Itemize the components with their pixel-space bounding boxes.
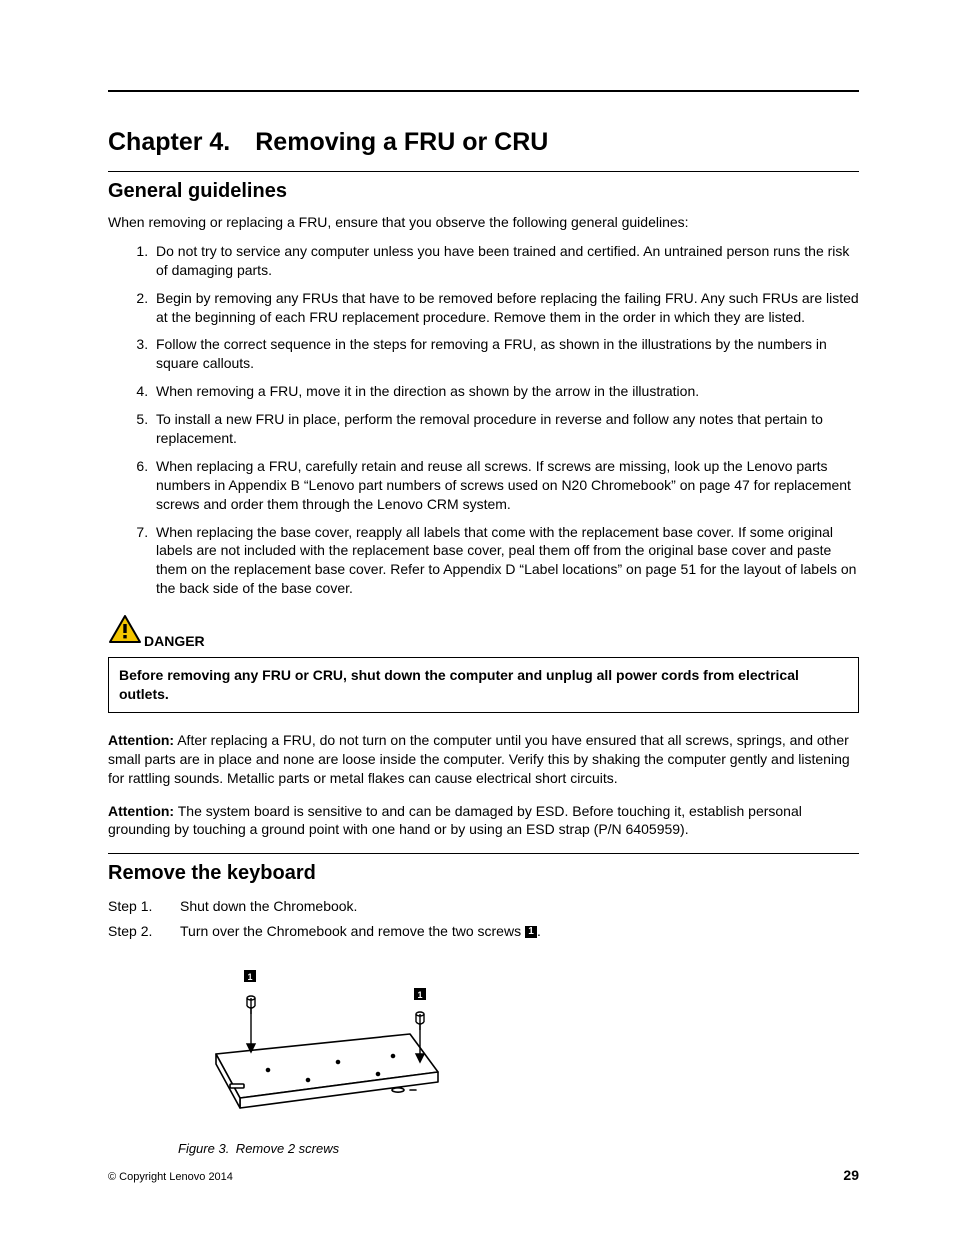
guidelines-list: Do not try to service any computer unles… [108,242,859,598]
page: Chapter 4. Removing a FRU or CRU General… [0,0,954,1235]
section-title-guidelines: General guidelines [108,180,859,203]
section-rule-1 [108,171,859,172]
attention-label: Attention: [108,803,174,819]
attention-text: After replacing a FRU, do not turn on th… [108,732,850,786]
step-row: Step 1. Shut down the Chromebook. [108,895,859,917]
attention-text: The system board is sensitive to and can… [108,803,802,838]
danger-header: DANGER [108,614,859,649]
guideline-item: When replacing the base cover, reapply a… [152,523,859,599]
figure-callout-left: 1 [247,972,252,982]
step-number: Step 1. [108,895,180,917]
guideline-item: To install a new FRU in place, perform t… [152,410,859,448]
guideline-item: When replacing a FRU, carefully retain a… [152,457,859,514]
step-text: Shut down the Chromebook. [180,895,357,917]
step-row: Step 2. Turn over the Chromebook and rem… [108,920,859,942]
step-text-pre: Turn over the Chromebook and remove the … [180,923,525,939]
step-text: Turn over the Chromebook and remove the … [180,920,541,942]
danger-icon [108,614,142,649]
figure-callout-right: 1 [417,990,422,1000]
page-number: 29 [843,1167,859,1183]
danger-label: DANGER [144,633,205,649]
figure-caption: Figure 3. Remove 2 screws [178,1141,859,1156]
copyright-text: © Copyright Lenovo 2014 [108,1171,233,1183]
page-footer: © Copyright Lenovo 2014 29 [108,1167,859,1183]
guideline-item: When removing a FRU, move it in the dire… [152,382,859,401]
attention-label: Attention: [108,732,174,748]
attention-1: Attention: After replacing a FRU, do not… [108,731,859,788]
remove-screws-illustration: 1 1 [178,962,458,1122]
step-number: Step 2. [108,920,180,942]
danger-box: Before removing any FRU or CRU, shut dow… [108,657,859,713]
attention-2: Attention: The system board is sensitive… [108,802,859,840]
top-rule [108,90,859,92]
guidelines-intro: When removing or replacing a FRU, ensure… [108,213,859,232]
step-text-post: . [537,923,541,939]
guideline-item: Do not try to service any computer unles… [152,242,859,280]
callout-icon: 1 [525,926,537,938]
section-title-keyboard: Remove the keyboard [108,862,859,885]
section-rule-2 [108,853,859,854]
steps: Step 1. Shut down the Chromebook. Step 2… [108,895,859,942]
guideline-item: Begin by removing any FRUs that have to … [152,289,859,327]
guideline-item: Follow the correct sequence in the steps… [152,335,859,373]
figure: 1 1 Figure 3. Remove 2 screws [178,962,859,1156]
chapter-title: Chapter 4. Removing a FRU or CRU [108,128,859,157]
